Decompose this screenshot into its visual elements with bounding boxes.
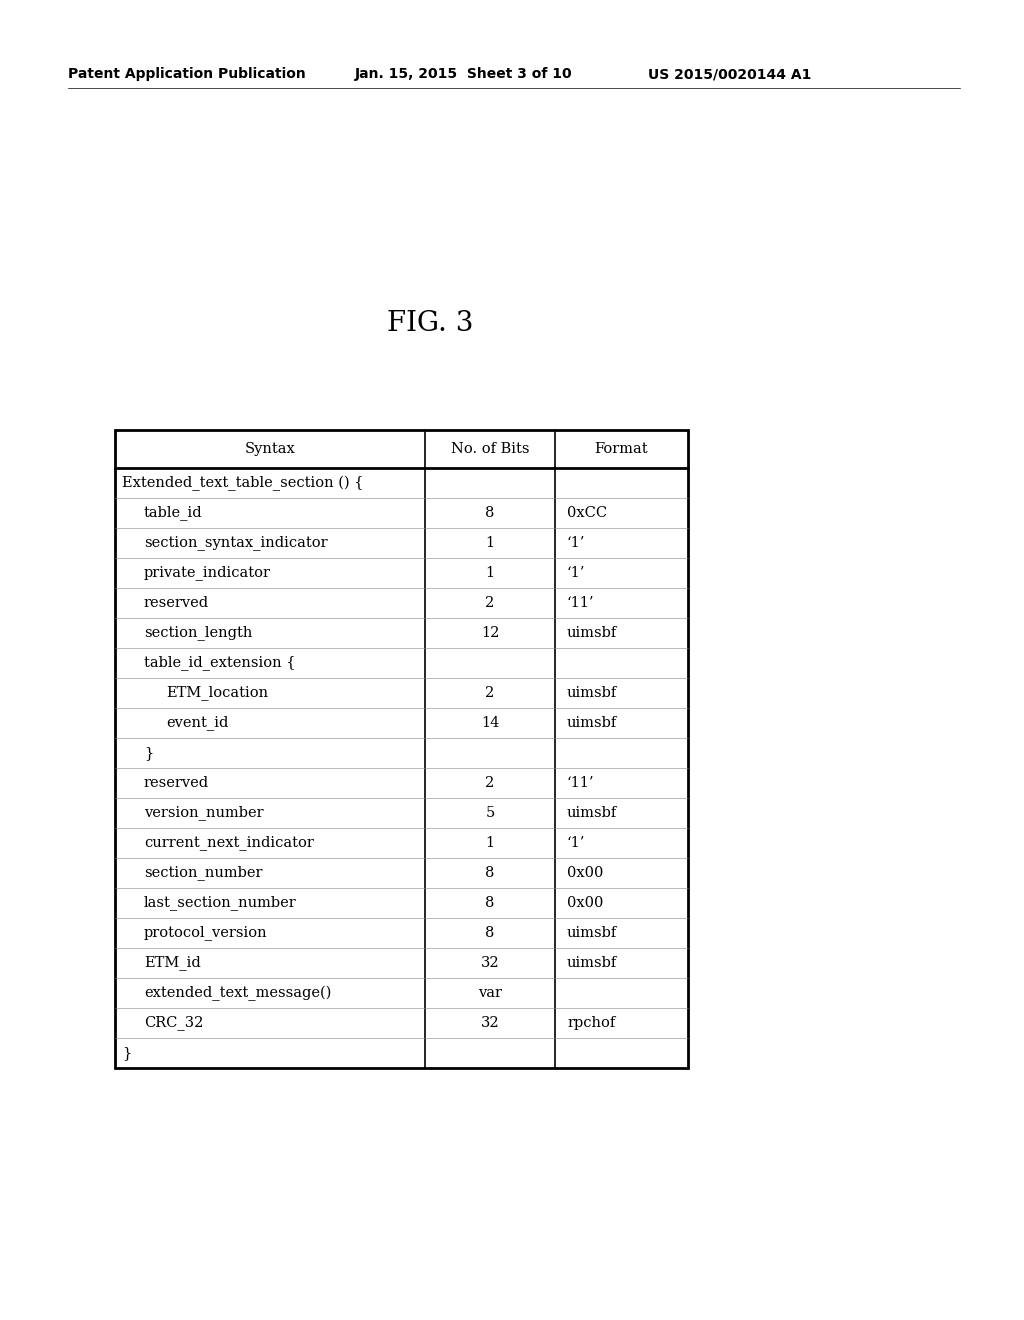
Text: uimsbf: uimsbf xyxy=(567,715,617,730)
Text: 1: 1 xyxy=(485,566,495,579)
Text: 0x00: 0x00 xyxy=(567,896,603,909)
Text: 1: 1 xyxy=(485,536,495,550)
Text: protocol_version: protocol_version xyxy=(144,925,267,940)
Text: No. of Bits: No. of Bits xyxy=(451,442,529,455)
Text: var: var xyxy=(478,986,502,1001)
Text: ETM_id: ETM_id xyxy=(144,956,201,970)
Text: 5: 5 xyxy=(485,807,495,820)
Text: 0xCC: 0xCC xyxy=(567,506,607,520)
Text: Format: Format xyxy=(595,442,648,455)
Text: section_length: section_length xyxy=(144,626,252,640)
Text: uimsbf: uimsbf xyxy=(567,927,617,940)
Text: current_next_indicator: current_next_indicator xyxy=(144,836,314,850)
Bar xyxy=(115,430,688,1068)
Text: US 2015/0020144 A1: US 2015/0020144 A1 xyxy=(648,67,811,81)
Text: section_number: section_number xyxy=(144,866,262,880)
Text: last_section_number: last_section_number xyxy=(144,895,297,911)
Text: table_id: table_id xyxy=(144,506,203,520)
Text: Syntax: Syntax xyxy=(245,442,295,455)
Text: 8: 8 xyxy=(485,866,495,880)
Text: extended_text_message(): extended_text_message() xyxy=(144,985,332,1001)
Text: 32: 32 xyxy=(480,956,500,970)
Text: FIG. 3: FIG. 3 xyxy=(387,310,473,337)
Text: 14: 14 xyxy=(481,715,499,730)
Text: ‘11’: ‘11’ xyxy=(567,776,595,789)
Text: 12: 12 xyxy=(481,626,499,640)
Text: Patent Application Publication: Patent Application Publication xyxy=(68,67,306,81)
Text: 1: 1 xyxy=(485,836,495,850)
Text: rpchof: rpchof xyxy=(567,1016,615,1030)
Text: section_syntax_indicator: section_syntax_indicator xyxy=(144,536,328,550)
Text: 2: 2 xyxy=(485,597,495,610)
Text: event_id: event_id xyxy=(166,715,228,730)
Text: 8: 8 xyxy=(485,506,495,520)
Text: Extended_text_table_section () {: Extended_text_table_section () { xyxy=(122,475,364,491)
Text: ‘1’: ‘1’ xyxy=(567,836,586,850)
Text: ‘11’: ‘11’ xyxy=(567,597,595,610)
Text: 2: 2 xyxy=(485,776,495,789)
Text: 8: 8 xyxy=(485,927,495,940)
Text: ‘1’: ‘1’ xyxy=(567,536,586,550)
Text: 0x00: 0x00 xyxy=(567,866,603,880)
Text: 2: 2 xyxy=(485,686,495,700)
Text: 32: 32 xyxy=(480,1016,500,1030)
Text: table_id_extension {: table_id_extension { xyxy=(144,656,296,671)
Text: Jan. 15, 2015  Sheet 3 of 10: Jan. 15, 2015 Sheet 3 of 10 xyxy=(355,67,572,81)
Text: reserved: reserved xyxy=(144,776,209,789)
Text: reserved: reserved xyxy=(144,597,209,610)
Text: 8: 8 xyxy=(485,896,495,909)
Text: uimsbf: uimsbf xyxy=(567,807,617,820)
Text: version_number: version_number xyxy=(144,805,263,821)
Text: }: } xyxy=(144,746,154,760)
Text: uimsbf: uimsbf xyxy=(567,626,617,640)
Text: private_indicator: private_indicator xyxy=(144,565,271,581)
Text: uimsbf: uimsbf xyxy=(567,686,617,700)
Text: CRC_32: CRC_32 xyxy=(144,1015,204,1031)
Text: ‘1’: ‘1’ xyxy=(567,566,586,579)
Text: }: } xyxy=(122,1045,131,1060)
Text: uimsbf: uimsbf xyxy=(567,956,617,970)
Text: ETM_location: ETM_location xyxy=(166,685,268,701)
